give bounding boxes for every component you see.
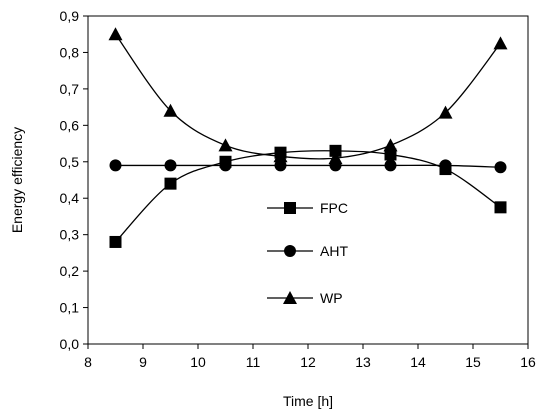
data-point-wp — [273, 149, 288, 163]
data-point-fpc — [384, 148, 397, 161]
x-tick-label: 12 — [300, 354, 316, 370]
x-tick-label: 11 — [246, 354, 261, 370]
data-point-wp — [218, 138, 233, 152]
y-tick-label: 0,8 — [60, 44, 80, 60]
plot-area — [87, 15, 529, 345]
x-tick-label: 15 — [465, 354, 481, 370]
legend-marker-aht — [284, 245, 296, 257]
data-point-wp — [163, 103, 178, 117]
data-point-aht — [439, 159, 452, 172]
data-point-aht — [164, 159, 177, 172]
data-point-wp — [493, 36, 508, 50]
x-tick-label: 13 — [355, 354, 371, 370]
x-tick-label: 16 — [520, 354, 536, 370]
x-tick-label: 10 — [190, 354, 206, 370]
y-axis: 0,0 0,1 0,2 0,3 0,4 0,5 0,6 0,7 0,8 0,9 — [60, 8, 88, 352]
legend-label-wp: WP — [320, 290, 343, 306]
legend-marker-wp — [283, 291, 297, 304]
data-point-wp — [328, 151, 343, 165]
y-tick-label: 0,1 — [60, 300, 80, 316]
data-point-aht — [384, 159, 397, 172]
y-tick-label: 0,2 — [60, 263, 80, 279]
x-axis-title: Time [h] — [283, 393, 333, 409]
y-tick-label: 0,3 — [60, 227, 80, 243]
series-layer — [108, 27, 508, 248]
data-point-fpc — [329, 144, 342, 157]
x-tick-label: 8 — [84, 354, 92, 370]
y-tick-label: 0,4 — [60, 190, 80, 206]
series-wp — [108, 27, 508, 165]
x-axis: 8 9 10 11 12 13 14 15 16 — [84, 344, 536, 370]
data-point-aht — [494, 161, 507, 174]
data-point-wp — [108, 27, 123, 41]
x-tick-label: 14 — [410, 354, 426, 370]
data-point-fpc — [109, 235, 122, 248]
y-tick-label: 0,5 — [60, 154, 80, 170]
data-point-fpc — [494, 201, 507, 214]
data-point-aht — [109, 159, 122, 172]
legend-marker-fpc — [284, 202, 296, 214]
x-tick-label: 9 — [139, 354, 147, 370]
y-tick-label: 0,9 — [60, 8, 80, 24]
y-tick-label: 0,6 — [60, 117, 80, 133]
data-point-wp — [438, 105, 453, 119]
y-tick-label: 0,7 — [60, 81, 80, 97]
y-axis-title: Energy efficiency — [9, 127, 25, 233]
legend-label-aht: AHT — [320, 243, 348, 259]
series-line-wp — [114, 33, 502, 160]
y-tick-label: 0,0 — [60, 336, 80, 352]
series-aht — [109, 159, 507, 174]
data-point-fpc — [164, 177, 177, 190]
data-point-aht — [274, 159, 287, 172]
data-point-aht — [219, 159, 232, 172]
data-point-wp — [383, 138, 398, 152]
legend: FPC AHT WP — [267, 200, 348, 306]
legend-label-fpc: FPC — [320, 200, 348, 216]
